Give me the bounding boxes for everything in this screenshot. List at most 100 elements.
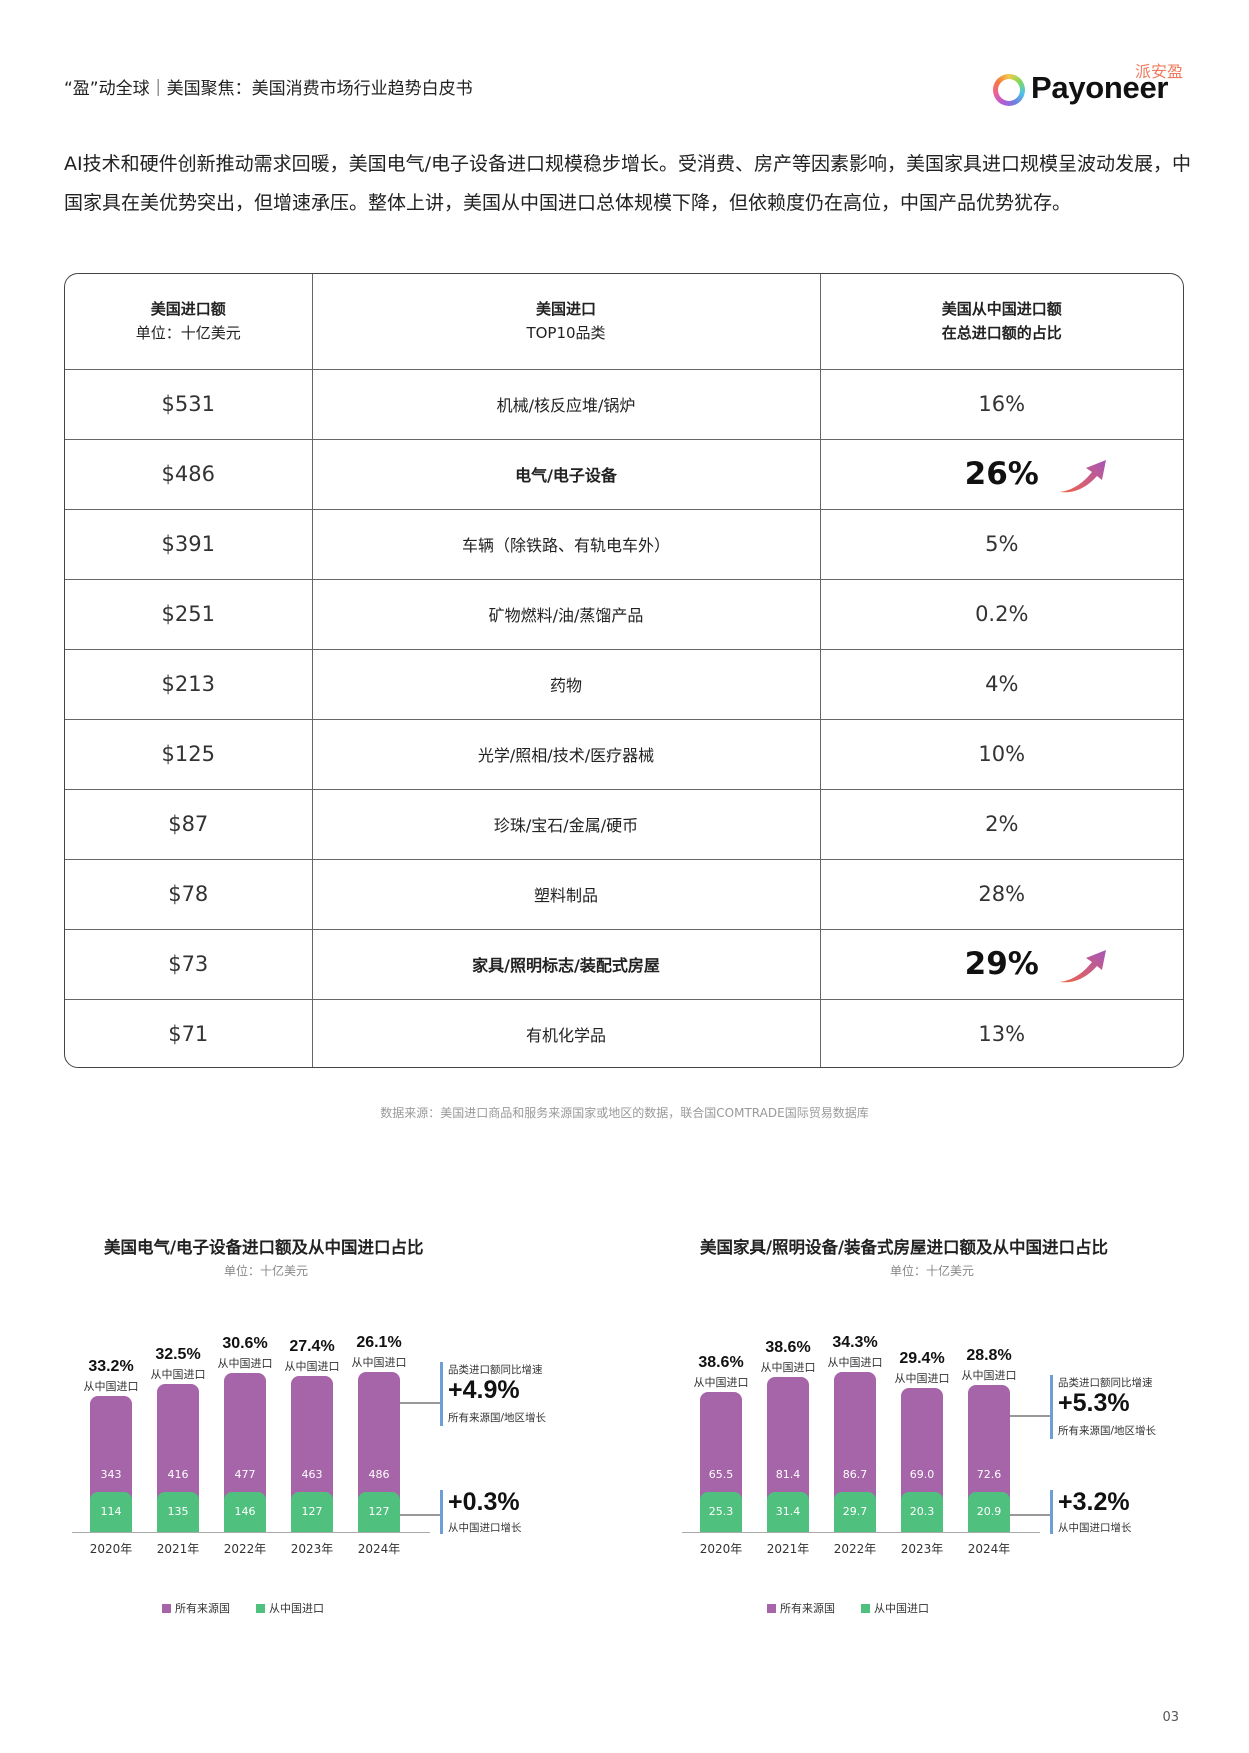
year-label: 2024年 (967, 1542, 1011, 1556)
china-share-label: 从中国进口 (217, 1357, 273, 1371)
china-share: 4% (819, 648, 1183, 720)
category-name: 矿物燃料/油/蒸馏产品 (311, 578, 821, 650)
callout-top-value: +4.9% (448, 1376, 520, 1404)
bar-from-china (767, 1492, 809, 1532)
year-label: 2024年 (357, 1542, 401, 1556)
legend-swatch-green (256, 1603, 265, 1613)
table-row: $531 机械/核反应堆/锅炉 16% (65, 368, 1183, 440)
callout-connector-top (1010, 1415, 1050, 1417)
china-share-pct: 28.8% (966, 1347, 1012, 1364)
year-label: 2021年 (766, 1542, 810, 1556)
china-share: 10% (819, 718, 1183, 790)
chart-electrical-imports: 美国电气/电子设备进口额及从中国进口占比单位：十亿美元 343 114 33.2% 从中… (64, 1230, 624, 1630)
import-amount: $73 (65, 928, 313, 1000)
callout-top-label: 品类进口额同比增速 (1058, 1377, 1153, 1389)
china-share-label: 从中国进口 (284, 1359, 340, 1373)
payoneer-logo: 派安盈 Payoneer (993, 58, 1183, 108)
value-all-sources: 416 (167, 1468, 189, 1481)
callout-accent-bar-bottom (1050, 1490, 1053, 1534)
table-row: $71 有机化学品 13% (65, 998, 1183, 1067)
value-all-sources: 343 (100, 1468, 122, 1481)
china-share-label: 从中国进口 (961, 1369, 1017, 1382)
callout-bottom-value: +0.3% (448, 1488, 520, 1516)
china-share: 13% (819, 998, 1183, 1067)
year-label: 2022年 (223, 1542, 267, 1556)
bar-from-china (834, 1492, 876, 1532)
intro-paragraph: AI技术和硬件创新推动需求回暖，美国电气/电子设备进口规模稳步增长。受消费、房产… (64, 153, 1192, 214)
logo-wordmark: Payoneer (1031, 70, 1169, 105)
category-name: 家具/照明标志/装配式房屋 (311, 928, 821, 1000)
import-amount: $87 (65, 788, 313, 860)
import-amount: $78 (65, 858, 313, 930)
year-label: 2020年 (89, 1542, 133, 1556)
value-from-china: 135 (167, 1505, 189, 1518)
china-share: 29% (819, 928, 1183, 1000)
legend-all-sources: 所有来源国 (162, 1600, 230, 1616)
value-all-sources: 72.6 (976, 1468, 1002, 1481)
year-label: 2022年 (833, 1542, 877, 1556)
value-all-sources: 486 (368, 1468, 390, 1481)
value-from-china: 20.3 (909, 1505, 935, 1518)
legend-all-sources: 所有来源国 (767, 1600, 835, 1616)
value-from-china: 25.3 (708, 1505, 734, 1518)
chart-baseline (682, 1532, 1040, 1533)
callout-bottom-sub: 从中国进口增长 (448, 1522, 522, 1534)
bar-from-china (157, 1492, 199, 1532)
bar-from-china (358, 1492, 400, 1532)
table-row: $251 矿物燃料/油/蒸馏产品 0.2% (65, 578, 1183, 650)
bar-from-china (968, 1492, 1010, 1532)
bar-from-china (90, 1492, 132, 1532)
chart-title: 美国电气/电子设备进口额及从中国进口占比 (104, 1238, 424, 1257)
chart-unit: 单位：十亿美元 (890, 1264, 975, 1278)
category-name: 塑料制品 (311, 858, 821, 930)
china-share-label: 从中国进口 (693, 1375, 749, 1389)
bar-from-china (224, 1492, 266, 1532)
bar-from-china (901, 1492, 943, 1532)
table-row: $213 药物 4% (65, 648, 1183, 720)
year-label: 2020年 (699, 1542, 743, 1556)
value-all-sources: 477 (234, 1468, 256, 1481)
callout-top-value: +5.3% (1058, 1389, 1130, 1417)
table-row: $78 塑料制品 28% (65, 858, 1183, 930)
category-name: 光学/照相/技术/医疗器械 (311, 718, 821, 790)
china-share-pct: 26.1% (356, 1334, 402, 1351)
header-category: 美国进口 TOP10品类 (311, 274, 821, 370)
value-from-china: 114 (100, 1505, 122, 1518)
china-share-pct: 33.2% (88, 1357, 134, 1375)
china-share-label: 从中国进口 (83, 1379, 139, 1393)
china-share-label: 从中国进口 (760, 1360, 816, 1374)
table-row: $87 珍珠/宝石/金属/硬币 2% (65, 788, 1183, 860)
china-share-label: 从中国进口 (894, 1372, 950, 1386)
table-header-row: 美国进口额 单位：十亿美元 美国进口 TOP10品类 美国从中国进口额 在总进口额的占… (65, 274, 1183, 370)
bar-from-china (700, 1492, 742, 1532)
china-share-pct: 27.4% (289, 1337, 335, 1355)
value-all-sources: 463 (301, 1468, 323, 1481)
china-share-label: 从中国进口 (150, 1367, 206, 1381)
chart-furniture-imports: 美国家具/照明设备/装备式房屋进口额及从中国进口占比 单位：十亿美元 65.5 25.… (670, 1230, 1230, 1630)
callout-bottom-sub: 从中国进口增长 (1058, 1522, 1132, 1534)
value-from-china: 29.7 (842, 1505, 868, 1518)
report-title: “盈”动全球｜美国聚焦：美国消费市场行业趋势白皮书 (64, 79, 473, 99)
china-share-pct: 38.6% (765, 1338, 811, 1356)
legend-swatch-purple (767, 1603, 776, 1613)
china-share-label: 从中国进口 (827, 1356, 883, 1369)
bar-from-china (291, 1492, 333, 1532)
legend-swatch-green (861, 1603, 870, 1613)
import-amount: $531 (65, 368, 313, 440)
import-amount: $213 (65, 648, 313, 720)
callout-top-sub: 所有来源国/地区增长 (1058, 1425, 1157, 1437)
legend-swatch-purple (162, 1603, 171, 1613)
year-label: 2021年 (156, 1542, 200, 1556)
chart-unit: 单位：十亿美元 (224, 1264, 309, 1278)
china-share: 5% (819, 508, 1183, 580)
chart-legend-right: 所有来源国 从中国进口 (767, 1600, 929, 1616)
import-amount: $251 (65, 578, 313, 650)
logo-chinese-name: 派安盈 (1134, 62, 1183, 81)
category-name: 车辆（除铁路、有轨电车外） (311, 508, 821, 580)
value-all-sources: 65.5 (708, 1468, 734, 1481)
table-row: $391 车辆（除铁路、有轨电车外） 5% (65, 508, 1183, 580)
import-amount: $391 (65, 508, 313, 580)
callout-top-label: 品类进口额同比增速 (448, 1364, 543, 1376)
callout-accent-bar-top (1050, 1375, 1053, 1439)
category-name: 电气/电子设备 (311, 438, 821, 510)
